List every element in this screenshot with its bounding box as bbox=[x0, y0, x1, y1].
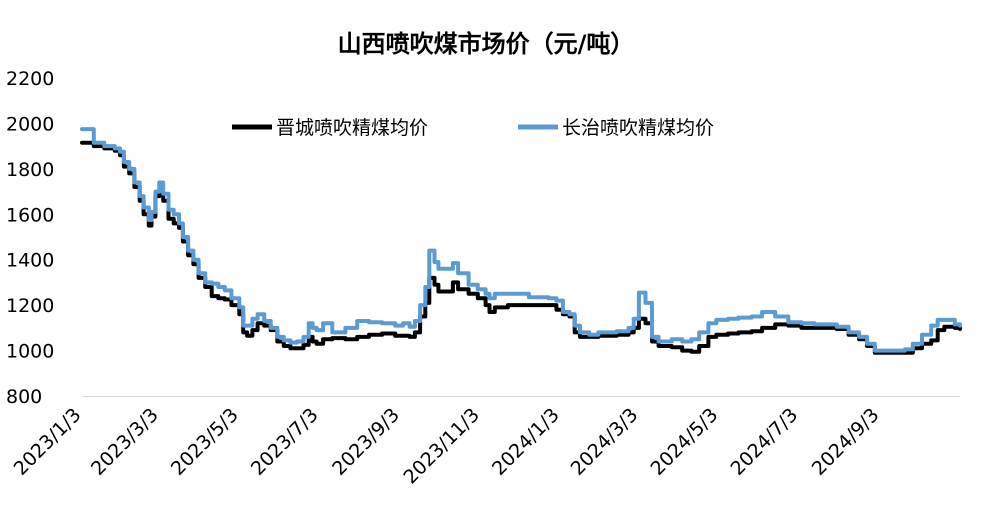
y-tick-label: 1000 bbox=[6, 341, 54, 363]
x-tick-label: 2023/1/3 bbox=[10, 404, 86, 480]
chart-title: 山西喷吹煤市场价（元/吨） bbox=[338, 30, 635, 58]
y-tick-label: 1200 bbox=[6, 295, 54, 317]
x-tick-label: 2024/3/3 bbox=[567, 404, 643, 480]
x-tick-label: 2023/9/3 bbox=[328, 404, 404, 480]
x-axis: 2023/1/3 2023/3/3 2023/5/3 2023/7/3 2023/9/3… bbox=[10, 396, 960, 488]
series-line-changzhi bbox=[80, 127, 962, 353]
series-line-jincheng bbox=[80, 140, 962, 355]
legend-label-jincheng: 晋城喷吹精煤均价 bbox=[276, 117, 428, 139]
y-tick-label: 1400 bbox=[6, 250, 54, 272]
x-tick-label: 2024/9/3 bbox=[808, 404, 884, 480]
y-axis: 800 1000 1200 1400 1600 1800 2000 2200 bbox=[6, 68, 54, 408]
x-tick-label: 2023/5/3 bbox=[167, 404, 243, 480]
x-tick-label: 2024/7/3 bbox=[726, 404, 802, 480]
x-tick-label: 2023/11/3 bbox=[399, 404, 483, 488]
y-tick-label: 2200 bbox=[6, 68, 54, 90]
y-tick-label: 1800 bbox=[6, 159, 54, 181]
legend-label-changzhi: 长治喷吹精煤均价 bbox=[562, 117, 714, 139]
y-tick-label: 2000 bbox=[6, 113, 54, 135]
x-tick-label: 2023/7/3 bbox=[247, 404, 323, 480]
x-tick-label: 2024/5/3 bbox=[647, 404, 723, 480]
y-tick-label: 800 bbox=[6, 386, 42, 408]
x-tick-label: 2024/1/3 bbox=[488, 404, 564, 480]
x-tick-label: 2023/3/3 bbox=[87, 404, 163, 480]
y-tick-label: 1600 bbox=[6, 204, 54, 226]
legend: 晋城喷吹精煤均价 长治喷吹精煤均价 bbox=[232, 117, 714, 139]
series-layer bbox=[80, 127, 962, 355]
